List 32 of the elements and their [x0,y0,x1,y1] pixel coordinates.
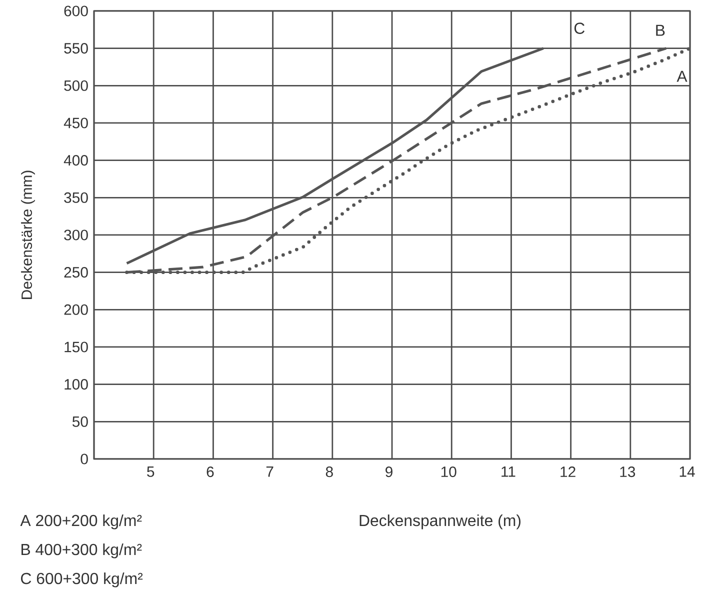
series-label: B [656,24,665,36]
series-label: A [676,70,688,82]
text: A 200+200 kg/m² [20,514,142,530]
y-tick-label: 150 [64,342,88,352]
x-tick-label: 10 [441,466,456,478]
y-tick-label: 500 [64,80,88,91]
x-tick-label: 7 [266,466,274,477]
y-tick-label: 600 [64,6,88,16]
text: C 600+300 kg/m² [21,572,143,588]
y-tick-label: 100 [64,379,88,390]
x-tick-label: 9 [386,466,392,478]
y-tick-label: 300 [64,230,88,240]
y-tick-label: 200 [64,304,88,315]
text: B 400+300 kg/m² [22,543,142,558]
text: C [574,22,585,34]
y-tick-label: 350 [64,192,88,203]
x-tick-label: 12 [560,466,576,477]
x-tick-label: 8 [326,466,333,478]
x-axis-title: Deckenspannweite (m) [360,514,520,530]
x-tick-label: 5 [147,466,154,477]
x-tick-label: 11 [502,466,516,477]
x-tick-label: 14 [680,466,695,477]
y-tick-label: 50 [72,416,88,427]
x-tick-label: 13 [620,466,636,478]
y-tick-label: 250 [64,267,88,278]
y-tick-label: 450 [64,118,88,128]
y-tick-label: 400 [64,155,88,166]
x-tick-label: 6 [206,466,214,478]
line-series [125,47,545,265]
y-axis-title: Deckenstärke (mm) [21,170,35,299]
y-tick-label: 0 [80,454,88,464]
y-tick-label: 550 [64,43,88,54]
